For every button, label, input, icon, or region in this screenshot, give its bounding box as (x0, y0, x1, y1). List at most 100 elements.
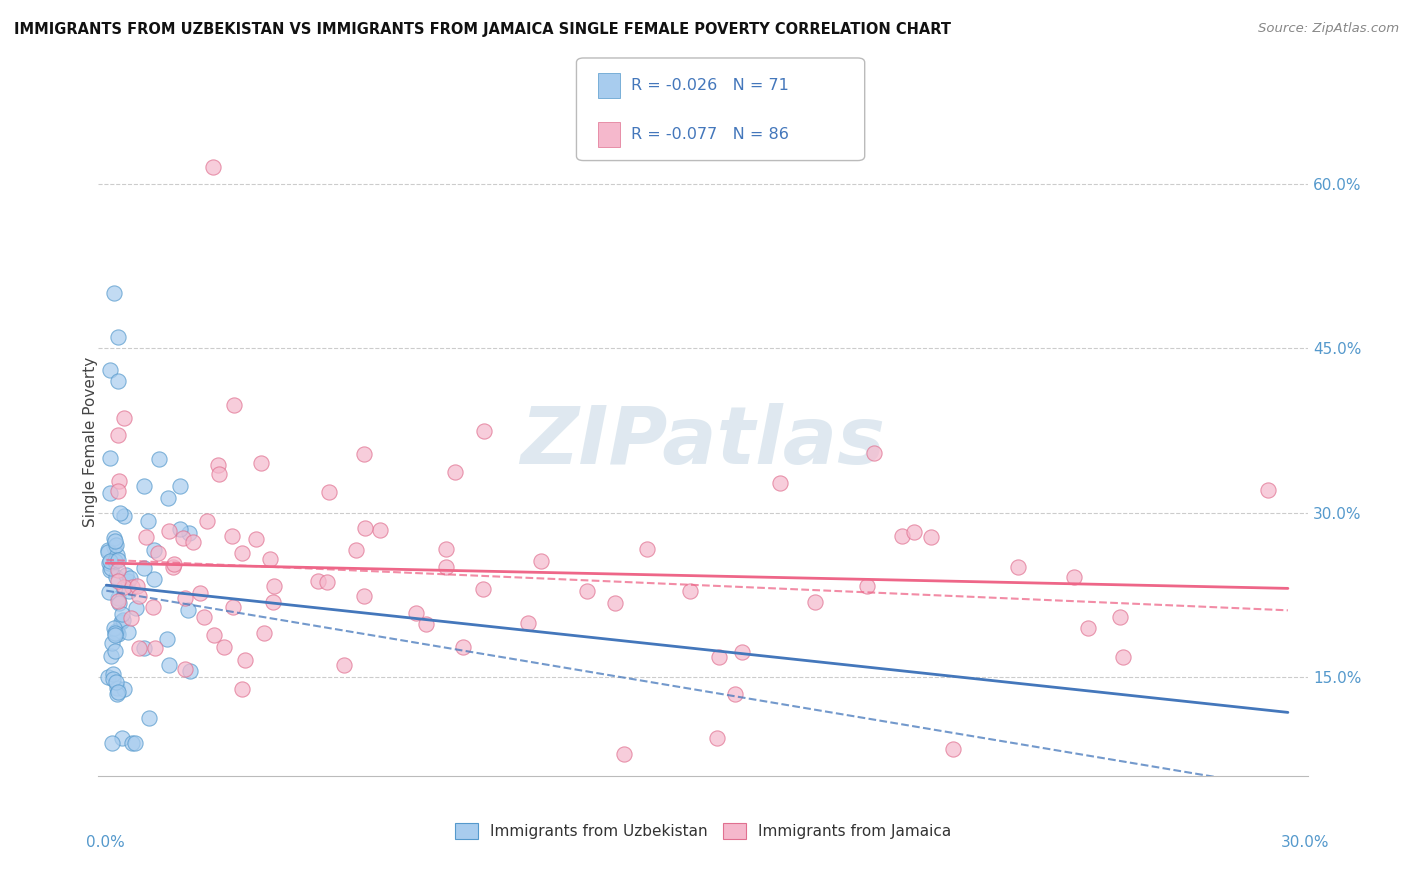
Point (105, 687, 128, 701)
Point (104, 534, 127, 549)
Point (224, 398, 246, 412)
Point (405, 607, 427, 621)
Point (731, 645, 754, 659)
Point (97, 545, 120, 559)
Point (332, 657, 354, 672)
Point (112, 613, 135, 627)
Point (353, 589, 375, 603)
Point (202, 628, 225, 642)
Point (706, 731, 728, 745)
Point (1257, 483, 1279, 497)
Point (472, 582, 495, 597)
Point (344, 542, 367, 557)
Point (724, 687, 747, 701)
Point (104, 570, 127, 584)
Point (444, 465, 467, 479)
Point (117, 574, 139, 588)
Point (179, 664, 201, 678)
Point (104, 626, 127, 640)
Point (104, 539, 127, 553)
Point (100, 561, 122, 575)
Point (105, 681, 128, 695)
Point (605, 596, 627, 610)
Point (98, 554, 121, 568)
Point (262, 595, 284, 609)
Point (474, 424, 496, 438)
Point (103, 621, 125, 635)
Point (142, 543, 165, 558)
Point (1007, 560, 1029, 574)
Point (259, 552, 281, 566)
Point (156, 491, 179, 506)
Point (148, 452, 170, 467)
Text: Source: ZipAtlas.com: Source: ZipAtlas.com (1258, 22, 1399, 36)
Point (162, 560, 184, 574)
Point (142, 600, 165, 615)
Text: IMMIGRANTS FROM UZBEKISTAN VS IMMIGRANTS FROM JAMAICA SINGLE FEMALE POVERTY CORR: IMMIGRANTS FROM UZBEKISTAN VS IMMIGRANTS… (14, 22, 950, 37)
Point (208, 467, 231, 481)
Point (127, 579, 149, 593)
Point (120, 611, 142, 625)
Point (105, 548, 128, 562)
Point (103, 286, 125, 301)
Point (115, 568, 138, 582)
Point (111, 731, 134, 745)
Point (636, 541, 658, 556)
Point (679, 583, 702, 598)
Point (434, 542, 457, 557)
Point (1063, 570, 1085, 584)
Point (104, 554, 127, 568)
Point (98, 451, 121, 466)
Point (169, 522, 191, 536)
Text: 0.0%: 0.0% (86, 836, 125, 850)
Point (179, 526, 201, 541)
Point (107, 685, 129, 699)
Point (118, 583, 141, 598)
Point (97, 670, 120, 684)
Point (188, 586, 211, 600)
Point (517, 616, 540, 631)
Point (707, 650, 730, 665)
Point (307, 574, 329, 588)
Point (107, 593, 129, 607)
Point (107, 553, 129, 567)
Point (134, 479, 156, 493)
Point (132, 640, 155, 655)
Point (222, 599, 245, 614)
Point (107, 627, 129, 641)
Point (107, 428, 129, 442)
Point (100, 736, 122, 750)
Point (156, 632, 179, 646)
Point (1077, 621, 1099, 635)
Point (157, 657, 180, 672)
Point (370, 523, 392, 537)
Point (201, 161, 224, 175)
Point (112, 580, 135, 594)
Point (107, 574, 129, 588)
Point (132, 561, 155, 575)
Point (316, 575, 339, 590)
Point (108, 596, 131, 610)
Point (231, 682, 253, 697)
Point (434, 559, 457, 574)
Point (100, 485, 122, 500)
Point (318, 485, 340, 500)
Point (177, 603, 200, 617)
Point (112, 508, 135, 523)
Point (101, 636, 124, 650)
Point (863, 445, 886, 459)
Point (146, 546, 169, 560)
Point (920, 530, 942, 544)
Point (105, 624, 128, 639)
Point (100, 649, 122, 664)
Point (107, 374, 129, 388)
Point (613, 747, 636, 761)
Point (118, 571, 141, 585)
Point (157, 524, 180, 538)
Point (135, 530, 157, 544)
Point (112, 411, 135, 425)
Point (104, 674, 127, 689)
Point (98, 563, 121, 577)
Point (174, 662, 197, 676)
Text: R = -0.077   N = 86: R = -0.077 N = 86 (631, 128, 789, 142)
